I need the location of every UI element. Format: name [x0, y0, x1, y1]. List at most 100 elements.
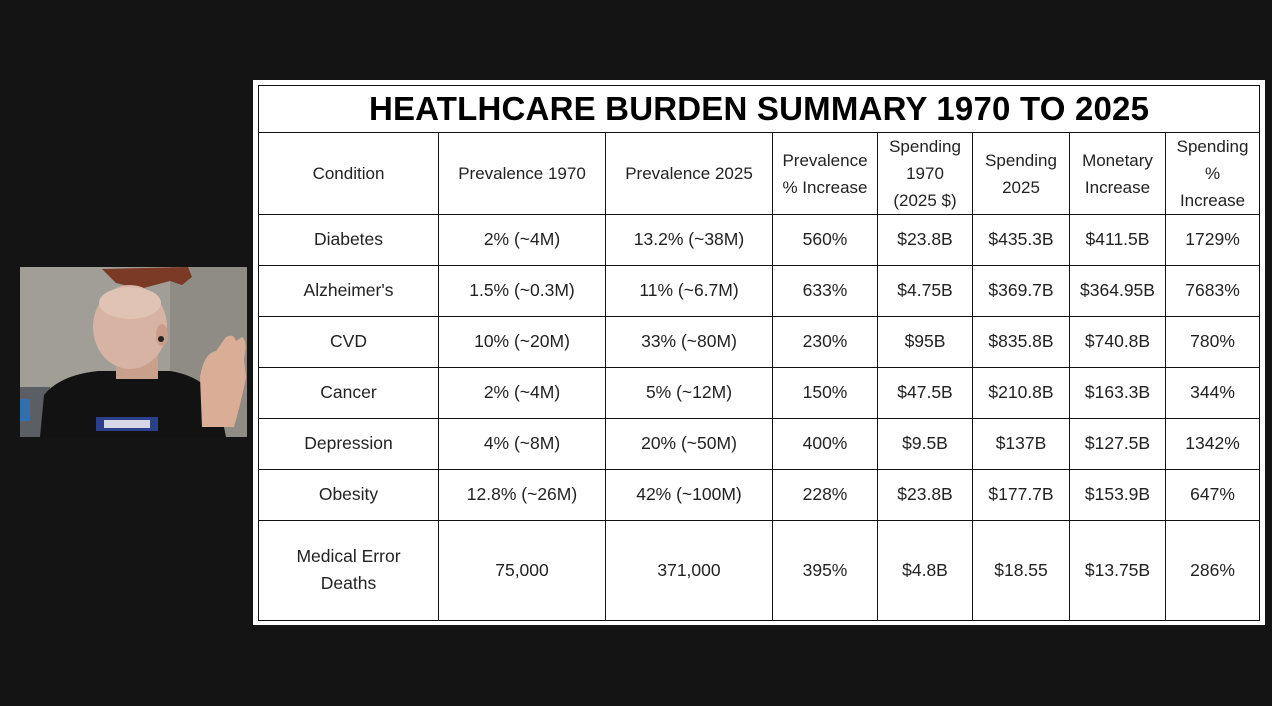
- table-cell: 7683%: [1164, 264, 1261, 317]
- column-header-text: Prevalence 2025: [625, 164, 753, 183]
- table-cell-text: 400%: [802, 433, 848, 454]
- table-cell-text: 230%: [802, 331, 848, 352]
- condition-cell: Obesity: [258, 468, 439, 521]
- column-header-text: Condition: [312, 164, 385, 183]
- table-cell: 780%: [1164, 315, 1261, 368]
- table-cell-text: $163.3B: [1084, 382, 1151, 403]
- table-cell: $177.7B: [972, 468, 1070, 521]
- table-cell-text: 2% (~4M): [483, 382, 561, 403]
- column-header-text: Increase: [1084, 177, 1151, 197]
- table-cell: 371,000: [605, 519, 773, 622]
- table-body: Diabetes 2% (~4M) 13.2% (~38M) 560% $23.8B $4…: [258, 214, 1261, 622]
- condition-cell-text: Cancer: [320, 382, 377, 403]
- table-cell: 2% (~4M): [438, 214, 606, 266]
- table-row: CVD 10% (~20M) 33% (~80M) 230% $95B $835.8B $7…: [258, 315, 1261, 368]
- table-cell: $13.75B: [1069, 519, 1166, 622]
- table-cell-text: $364.95B: [1080, 280, 1155, 301]
- table-cell-text: $127.5B: [1084, 433, 1151, 454]
- table-cell: 344%: [1164, 366, 1261, 419]
- table-cell: 1729%: [1164, 214, 1261, 266]
- table-cell: $153.9B: [1069, 468, 1166, 521]
- column-header-text: %: [1204, 164, 1221, 183]
- table-cell: 75,000: [438, 519, 606, 622]
- condition-cell-text: Depression: [304, 433, 393, 454]
- table-header-row: Condition Prevalence 1970 Prevalence 2025 P…: [258, 132, 1261, 215]
- table-cell-text: $9.5B: [902, 433, 948, 454]
- table-cell-text: 75,000: [495, 559, 549, 580]
- table-cell-text: 33% (~80M): [641, 331, 737, 352]
- column-header-text: % Increase: [782, 177, 868, 197]
- table-cell-text: 286%: [1190, 559, 1235, 580]
- column-header-text: Increase: [1179, 191, 1246, 210]
- shared-slide: HEATLHCARE BURDEN SUMMARY 1970 TO 2025 C…: [253, 80, 1265, 625]
- table-cell: 1342%: [1164, 417, 1261, 470]
- table-cell-text: 4% (~8M): [483, 433, 561, 454]
- table-cell: 395%: [772, 519, 878, 622]
- column-header: Monetary Increase: [1069, 132, 1166, 215]
- table-cell: $835.8B: [972, 315, 1070, 368]
- column-header-text: 2025: [1002, 177, 1040, 197]
- column-header-text: (2025 $): [893, 191, 957, 210]
- condition-cell-text: Alzheimer's: [303, 280, 394, 301]
- table-cell: $9.5B: [877, 417, 973, 470]
- table-cell: 2% (~4M): [438, 366, 606, 419]
- table-cell-text: $18.55: [994, 559, 1048, 580]
- column-header-text: Prevalence 1970: [458, 164, 586, 183]
- table-cell: $411.5B: [1069, 214, 1166, 266]
- table-cell-text: 1342%: [1185, 433, 1240, 454]
- table-cell: $364.95B: [1069, 264, 1166, 317]
- table-cell-text: $411.5B: [1085, 229, 1150, 250]
- table-cell-text: $4.8B: [902, 559, 948, 580]
- table-cell: 20% (~50M): [605, 417, 773, 470]
- table-cell-text: 228%: [802, 484, 848, 505]
- table-cell-text: $835.8B: [988, 331, 1054, 352]
- table-row: Cancer 2% (~4M) 5% (~12M) 150% $47.5B $210.8B…: [258, 366, 1261, 419]
- table-cell: 647%: [1164, 468, 1261, 521]
- table-cell: 560%: [772, 214, 878, 266]
- condition-cell: Cancer: [258, 366, 439, 419]
- table-cell-text: $23.8B: [897, 484, 953, 505]
- table-cell: $163.3B: [1069, 366, 1166, 419]
- column-header: Prevalence 2025: [605, 132, 773, 215]
- table-cell: 42% (~100M): [605, 468, 773, 521]
- table-row: Medical Error Deaths 75,000 371,000 395% $4.8…: [258, 519, 1261, 622]
- column-header-text: 1970: [906, 164, 944, 183]
- table-cell-text: 395%: [802, 559, 848, 580]
- table-cell: $23.8B: [877, 468, 973, 521]
- table-cell-text: 13.2% (~38M): [633, 229, 745, 250]
- table-cell: $210.8B: [972, 366, 1070, 419]
- column-header: Prevalence % Increase: [772, 132, 878, 215]
- column-header: Prevalence 1970: [438, 132, 606, 215]
- table-cell: 12.8% (~26M): [438, 468, 606, 521]
- table-cell-text: 633%: [802, 280, 848, 301]
- table-cell-text: $137B: [995, 433, 1047, 454]
- table-cell-text: 11% (~6.7M): [639, 280, 739, 301]
- condition-cell-text: Deaths: [320, 573, 377, 594]
- table-cell: $137B: [972, 417, 1070, 470]
- table-cell: 633%: [772, 264, 878, 317]
- table-cell-text: $740.8B: [1084, 331, 1151, 352]
- table-cell-text: 20% (~50M): [641, 433, 737, 454]
- table-cell: 228%: [772, 468, 878, 521]
- condition-cell: CVD: [258, 315, 439, 368]
- table-cell: $23.8B: [877, 214, 973, 266]
- table-cell-text: 10% (~20M): [474, 331, 570, 352]
- column-header-text: Spending: [889, 137, 961, 156]
- table-cell: $369.7B: [972, 264, 1070, 317]
- column-header: Spending 2025: [972, 132, 1070, 215]
- table-cell: 13.2% (~38M): [605, 214, 773, 266]
- condition-cell-text: Diabetes: [313, 229, 384, 250]
- table-cell-text: $177.7B: [988, 484, 1054, 505]
- table-cell-text: 344%: [1190, 382, 1235, 403]
- webcam-video-tile: [20, 267, 247, 437]
- table-row: Obesity 12.8% (~26M) 42% (~100M) 228% $23.8B…: [258, 468, 1261, 521]
- table-cell: $127.5B: [1069, 417, 1166, 470]
- table-cell-text: 1729%: [1185, 229, 1240, 250]
- table-row: Alzheimer's 1.5% (~0.3M) 11% (~6.7M) 633% $4…: [258, 264, 1261, 317]
- table-cell-text: $95B: [904, 331, 946, 352]
- table-cell-text: 2% (~4M): [483, 229, 561, 250]
- table-cell: 4% (~8M): [438, 417, 606, 470]
- table-title: HEATLHCARE BURDEN SUMMARY 1970 TO 2025: [257, 85, 1261, 133]
- table-cell: 400%: [772, 417, 878, 470]
- column-header-text: Spending: [985, 150, 1057, 170]
